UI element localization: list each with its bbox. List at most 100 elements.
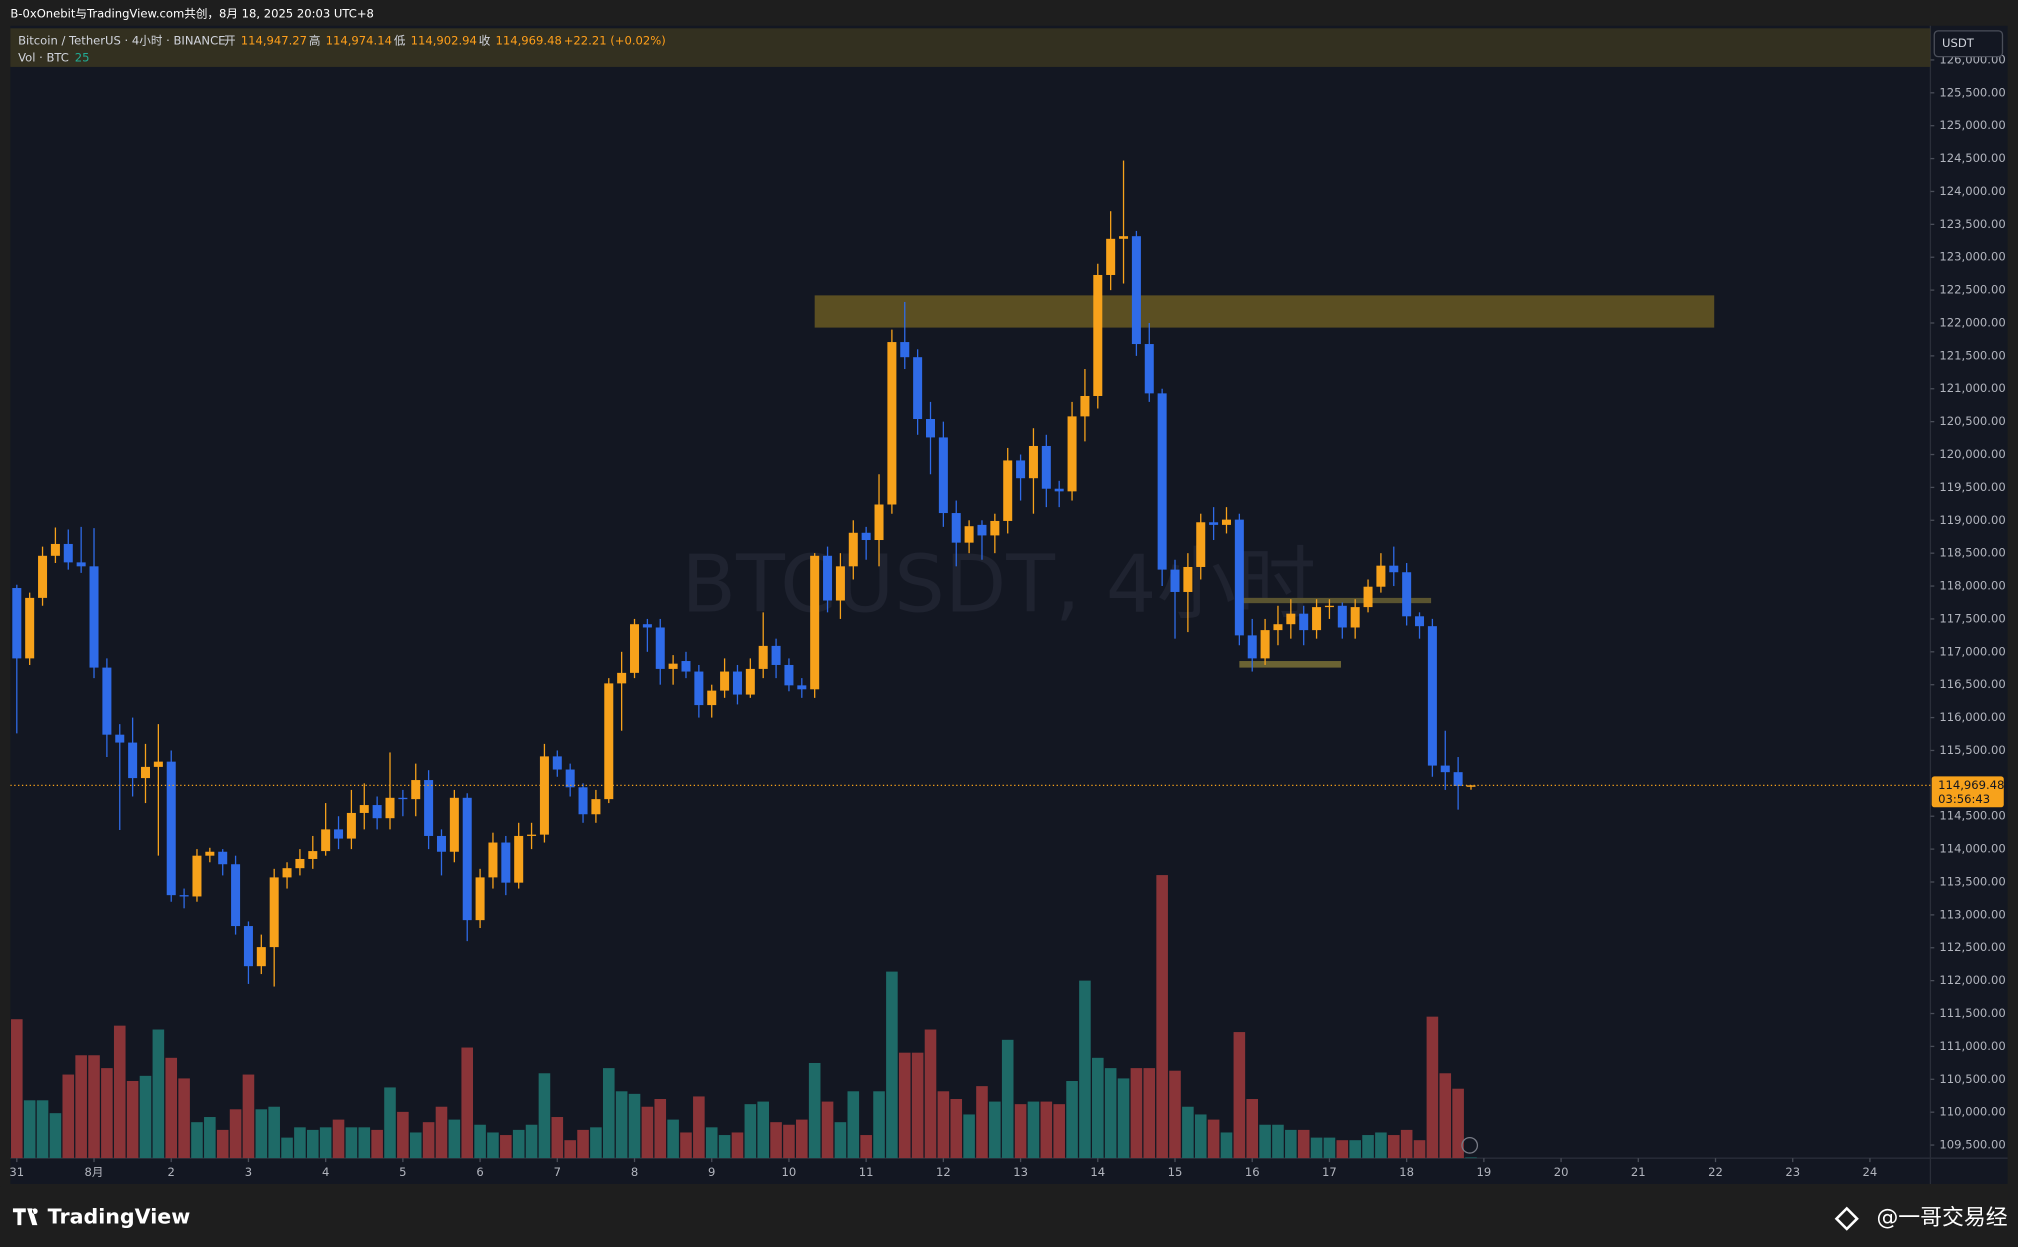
volume-bar	[937, 1091, 950, 1159]
candle-body	[835, 566, 845, 601]
candle-body	[76, 562, 86, 567]
candle-body	[1221, 519, 1231, 525]
ohlc-value: 114,969.48	[496, 34, 562, 48]
plot-area	[10, 25, 1931, 1159]
candle-body	[951, 513, 961, 543]
volume-bar	[1310, 1137, 1323, 1159]
volume-bar	[500, 1135, 512, 1159]
candle-body	[1440, 765, 1450, 773]
volume-bar	[1362, 1135, 1374, 1159]
candle-body	[1041, 445, 1051, 489]
candle-body	[231, 864, 241, 927]
volume-bar	[88, 1055, 100, 1159]
x-tick-label: 10	[782, 1165, 797, 1179]
candle-body	[308, 851, 318, 859]
candle-body	[938, 437, 948, 514]
volume-bar	[23, 1100, 36, 1159]
candle-body	[1234, 519, 1244, 636]
candle-body	[578, 787, 588, 815]
volume-bar	[1246, 1099, 1259, 1159]
candle-body	[205, 851, 215, 856]
candle-body	[925, 419, 936, 438]
candle-body	[398, 797, 408, 800]
y-tick-label: 111,000.00	[1939, 1039, 2005, 1053]
y-tick-label: 122,000.00	[1939, 315, 2005, 329]
candle-body	[861, 532, 871, 541]
candle-body	[977, 524, 987, 536]
candle-body	[887, 342, 897, 505]
legend: Bitcoin / TetherUS · 4小时 · BINANCE 开 114…	[10, 28, 1931, 67]
candle-body	[617, 672, 627, 684]
zone	[1241, 597, 1432, 604]
x-tick-label: 15	[1168, 1165, 1183, 1179]
y-tick-label: 119,500.00	[1939, 480, 2005, 494]
volume-bar	[397, 1111, 409, 1159]
candle-body	[1324, 605, 1334, 608]
y-tick-label: 118,500.00	[1939, 546, 2005, 560]
volume-bar	[989, 1101, 1001, 1159]
volume-bar	[1220, 1132, 1233, 1159]
volume-bar	[860, 1135, 872, 1159]
ohlc-name: 收	[479, 34, 491, 48]
volume-bar	[281, 1137, 293, 1159]
y-tick-label: 119,000.00	[1939, 513, 2005, 527]
y-tick-label: 123,000.00	[1939, 250, 2005, 264]
candle-body	[1093, 274, 1103, 396]
candle-body	[771, 645, 781, 665]
y-tick-label: 116,000.00	[1939, 710, 2005, 724]
volume-bar	[1349, 1140, 1361, 1159]
x-tick-label: 13	[1013, 1165, 1028, 1179]
volume-bar	[306, 1129, 319, 1159]
x-tick-label: 8月	[85, 1165, 104, 1179]
legend-band	[10, 28, 1931, 67]
x-tick-label: 11	[859, 1165, 874, 1179]
y-tick-label: 113,000.00	[1939, 907, 2005, 921]
candle-body	[720, 671, 730, 691]
volume-bar	[847, 1091, 860, 1159]
volume-bar	[551, 1117, 564, 1159]
ohlc-value: 114,947.27	[241, 34, 307, 48]
candle-body	[243, 926, 253, 967]
volume-bar	[654, 1099, 667, 1159]
volume-bar	[1014, 1104, 1027, 1159]
brand-logo	[12, 1208, 38, 1226]
volume-bar	[924, 1029, 937, 1159]
change: +22.21 (+0.02%)	[564, 34, 666, 48]
x-tick-label: 23	[1785, 1165, 1800, 1179]
volume-bar	[1439, 1073, 1452, 1159]
candle-body	[50, 543, 60, 556]
volume-bar	[435, 1106, 448, 1159]
candle-body	[1028, 445, 1038, 479]
volume-bar	[538, 1073, 551, 1159]
volume-bar	[976, 1086, 988, 1159]
x-tick-label: 8	[631, 1165, 638, 1179]
alert-icon	[1461, 1136, 1479, 1154]
volume-bar	[1375, 1132, 1387, 1159]
y-tick-label: 110,000.00	[1939, 1105, 2005, 1119]
volume-bar	[49, 1113, 62, 1159]
candle-body	[1183, 566, 1193, 592]
volume-bar	[834, 1122, 847, 1159]
candle-body	[1106, 238, 1116, 275]
candle-body	[334, 829, 344, 839]
candle-body	[1157, 393, 1167, 570]
volume-bar	[62, 1074, 75, 1159]
volume-bar	[731, 1132, 744, 1159]
y-tick-label: 110,500.00	[1939, 1072, 2005, 1086]
last-price: 114,969.48	[1938, 778, 2004, 792]
volume-bar	[615, 1091, 628, 1159]
volume-bar	[783, 1124, 795, 1159]
candle-body	[128, 742, 138, 779]
plot	[10, 160, 1931, 1159]
candle-body	[1003, 460, 1013, 521]
volume-bar	[422, 1122, 435, 1159]
volume-bar	[1117, 1078, 1130, 1159]
candle-body	[102, 667, 112, 735]
volume-bar	[139, 1075, 152, 1159]
candle-body	[823, 555, 833, 601]
candle-body	[38, 555, 48, 598]
candle-body	[848, 532, 858, 567]
volume-bar	[294, 1127, 306, 1159]
y-tick-label: 114,500.00	[1939, 809, 2005, 823]
